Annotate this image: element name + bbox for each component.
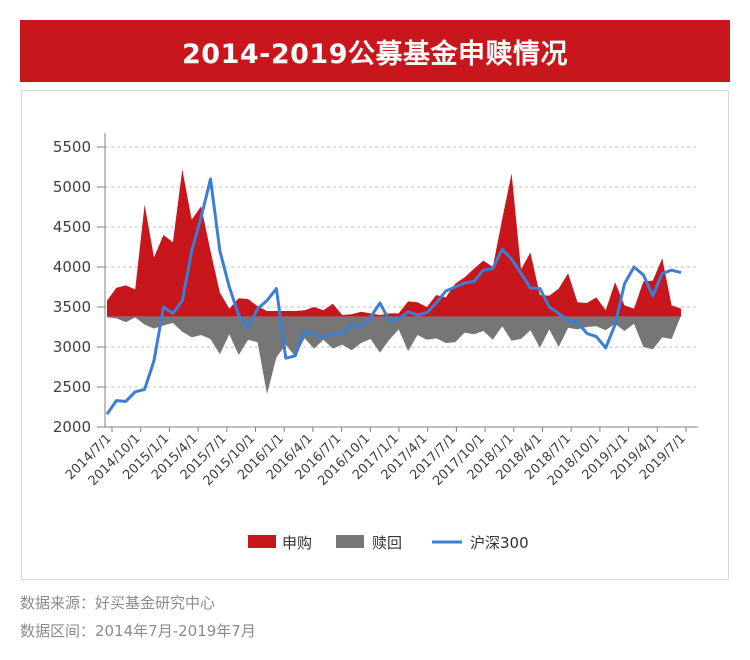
series-subscribe-area: [107, 169, 681, 317]
y-tick-label: 4500: [53, 218, 91, 236]
y-tick-label: 2000: [53, 418, 91, 436]
area-series: [107, 169, 681, 395]
legend-label-redeem: 赎回: [372, 534, 402, 552]
legend-label-index: 沪深300: [470, 534, 529, 552]
y-tick-label: 5000: [53, 178, 91, 196]
y-tick-label: 3500: [53, 298, 91, 316]
footer-range: 数据区间：2014年7月-2019年7月: [20, 622, 256, 640]
y-tick-label: 5500: [53, 138, 91, 156]
y-axis-tick-labels: 2000 2500 3000 3500 4000 4500 5000 5500: [53, 138, 105, 436]
chart-title: 2014-2019公募基金申赎情况: [182, 38, 568, 70]
legend-label-subscribe: 申购: [282, 534, 312, 552]
y-tick-label: 3000: [53, 338, 91, 356]
line-series: [105, 177, 682, 416]
legend-swatch-subscribe: [248, 535, 276, 548]
legend-swatch-redeem: [336, 535, 364, 548]
y-tick-label: 4000: [53, 258, 91, 276]
series-redeem-area: [107, 315, 681, 395]
chart-title-banner: 2014-2019公募基金申赎情况: [20, 20, 730, 82]
legend: 申购 赎回 沪深300: [248, 534, 529, 552]
x-axis-tick-labels: 2014/7/12014/10/12015/1/12015/4/12015/7/…: [63, 427, 689, 489]
axes: [104, 133, 698, 428]
series-index-line: [105, 177, 682, 416]
y-tick-label: 2500: [53, 378, 91, 396]
footer-source: 数据来源：好买基金研究中心: [20, 594, 216, 612]
